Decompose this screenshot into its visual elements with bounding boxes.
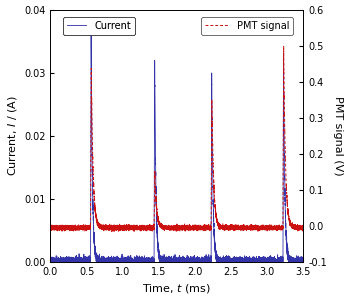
PMT signal: [282, 45, 286, 48]
Current: [49, 260, 53, 264]
Current: [105, 259, 110, 262]
Line: PMT signal: PMT signal: [51, 46, 303, 232]
PMT signal: [256, 230, 260, 234]
PMT signal: [276, 226, 281, 230]
PMT signal: [144, 226, 148, 230]
PMT signal: [105, 225, 110, 228]
PMT signal: [88, 225, 92, 229]
Current: [276, 257, 281, 260]
Current: [88, 258, 92, 262]
Legend: Current: Current: [63, 17, 135, 35]
Current: [89, 33, 93, 37]
PMT signal: [49, 225, 53, 228]
Legend: PMT signal: PMT signal: [201, 17, 293, 35]
X-axis label: Time, $t$ (ms): Time, $t$ (ms): [142, 282, 211, 296]
Line: Current: Current: [51, 35, 303, 262]
PMT signal: [107, 226, 111, 229]
Current: [301, 260, 305, 264]
Current: [106, 260, 110, 264]
Y-axis label: Current, $I$ / (A): Current, $I$ / (A): [6, 95, 18, 176]
PMT signal: [106, 225, 110, 229]
Current: [49, 256, 53, 260]
Current: [144, 257, 148, 260]
PMT signal: [301, 226, 305, 230]
Y-axis label: PMT signal (V): PMT signal (V): [333, 96, 343, 175]
Current: [107, 260, 111, 264]
